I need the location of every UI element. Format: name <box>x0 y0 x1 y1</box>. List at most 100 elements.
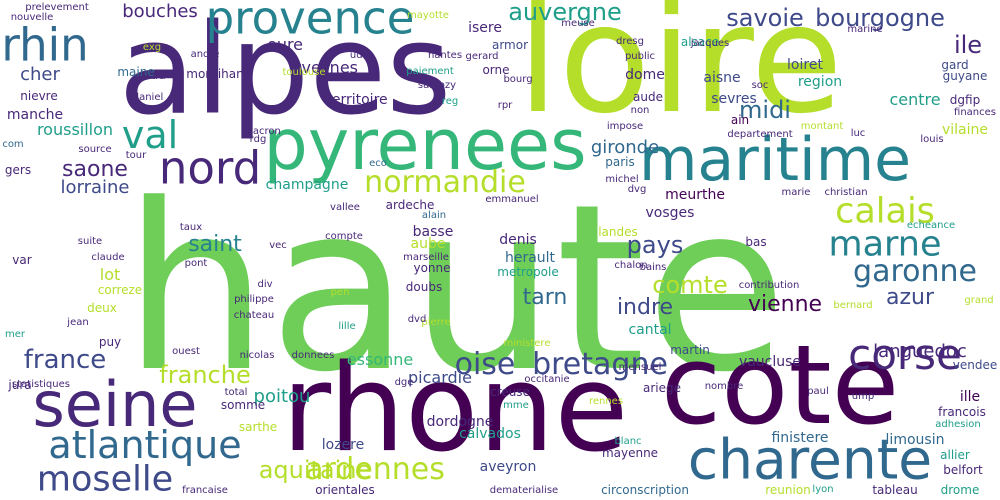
word-alain: alain <box>421 210 447 221</box>
word-andre: andre <box>190 49 220 60</box>
word-tour: tour <box>125 150 147 161</box>
word-taux: taux <box>179 222 203 233</box>
word-finances: finances <box>954 107 996 118</box>
word-cantal: cantal <box>628 322 672 338</box>
word-rhin: rhin <box>1 18 89 72</box>
word-total: total <box>224 387 248 398</box>
word-daniel: daniel <box>132 92 164 103</box>
word-vilaine: vilaine <box>941 122 989 138</box>
word-limousin: limousin <box>885 432 945 448</box>
word-philippe: philippe <box>234 294 274 305</box>
word-pays: pays <box>626 231 684 259</box>
word-isere: isere <box>468 20 502 36</box>
word-claude: claude <box>91 252 125 263</box>
word-eco: eco <box>369 158 387 169</box>
word-nievre: nievre <box>20 89 58 103</box>
word-francois: francois <box>938 405 986 419</box>
word-aquitaine: aquitaine <box>258 456 372 484</box>
word-var: var <box>12 253 32 267</box>
word-ardennes: ardennes <box>305 452 445 487</box>
word-montant: montant <box>800 121 844 132</box>
word-vienne: vienne <box>747 292 823 317</box>
word-azur: azur <box>885 285 935 310</box>
word-sud: sud <box>144 68 166 82</box>
word-france: france <box>23 345 107 375</box>
word-cote: cote <box>660 321 900 449</box>
word-savoie: savoie <box>726 4 804 32</box>
word-nouvelle: nouvelle <box>10 12 54 23</box>
word-yvelines: yvelines <box>292 58 358 77</box>
word-michel: michel <box>605 174 639 185</box>
word-calvados: calvados <box>459 426 521 442</box>
word-dge: dge <box>394 377 414 388</box>
word-nantes: nantes <box>427 50 463 61</box>
word-pierre: pierre <box>421 317 451 328</box>
word-marie: marie <box>781 187 811 198</box>
word-dordogne: dordogne <box>426 414 494 430</box>
word-maine: maine <box>117 65 155 79</box>
word-sarkozy: sarkozy <box>417 80 457 91</box>
word-lot: lot <box>99 265 121 284</box>
word-charente: charente <box>687 427 933 492</box>
word-armor: armor <box>491 38 529 52</box>
word-dresg: dresg <box>616 36 644 47</box>
word-dgfip: dgfip <box>949 93 981 107</box>
word-comte: comte <box>652 271 728 299</box>
word-finistere: finistere <box>771 430 829 446</box>
word-normandie: normandie <box>364 165 526 200</box>
word-bretagne: bretagne <box>532 347 668 382</box>
word-belfort: belfort <box>943 463 983 477</box>
word-mayotte: mayotte <box>407 10 449 21</box>
word-lyon: lyon <box>812 484 834 495</box>
word-blanc: blanc <box>614 436 642 447</box>
word-calais: calais <box>835 191 935 232</box>
word-somme: somme <box>220 398 266 412</box>
word-allier: allier <box>940 448 970 462</box>
word-statistiques: statistiques <box>12 379 70 390</box>
word-meurthe: meurthe <box>665 187 725 203</box>
word-aisne: aisne <box>703 70 741 86</box>
word-eure: eure <box>266 35 304 54</box>
word-dvg: dvg <box>627 184 647 195</box>
word-rdg: rdg <box>249 134 267 145</box>
word-saone: saone <box>62 157 128 182</box>
word-ariege: ariege <box>642 381 682 395</box>
word-cher: cher <box>20 64 60 85</box>
word-occitanie: occitanie <box>524 374 570 385</box>
word-rhone: rhone <box>281 340 629 479</box>
word-yonne: yonne <box>413 261 451 275</box>
word-toulouse: toulouse <box>282 67 326 78</box>
word-sevres: sevres <box>711 91 757 107</box>
word-source: source <box>78 144 112 155</box>
word-francaise: francaise <box>182 485 228 496</box>
word-bouches: bouches <box>122 1 198 22</box>
word-ministere: ministere <box>503 338 551 349</box>
word-prelevement: prelevement <box>25 2 89 13</box>
word-pen: pen <box>330 287 350 298</box>
word-ille: ille <box>959 389 981 405</box>
word-louis: louis <box>920 134 944 145</box>
word-bas: bas <box>745 235 767 249</box>
word-bourg: bourg <box>503 74 533 85</box>
word-provence: provence <box>205 0 415 45</box>
word-denis: denis <box>499 232 537 248</box>
word-region: region <box>797 74 843 90</box>
word-auvergne: auvergne <box>508 0 622 26</box>
word-com: com <box>2 139 24 150</box>
word-circonscription: circonscription <box>601 483 689 497</box>
word-champagne: champagne <box>265 177 349 193</box>
word-loiret: loiret <box>787 57 823 73</box>
word-reunion: reunion <box>765 483 811 497</box>
word-basse: basse <box>412 224 454 240</box>
word-creuse: creuse <box>490 385 530 399</box>
word-dematerialise: dematerialise <box>489 485 559 496</box>
word-bernard: bernard <box>833 300 873 311</box>
word-bourgogne: bourgogne <box>815 4 945 32</box>
word-jura: jura <box>8 378 32 392</box>
word-languedoc: languedoc <box>873 341 967 362</box>
word-meuse: meuse <box>561 18 595 29</box>
word-doubs: doubs <box>405 280 443 294</box>
word-franche: franche <box>159 361 251 389</box>
word-aude: aude <box>633 90 663 104</box>
word-ile: ile <box>953 31 983 59</box>
